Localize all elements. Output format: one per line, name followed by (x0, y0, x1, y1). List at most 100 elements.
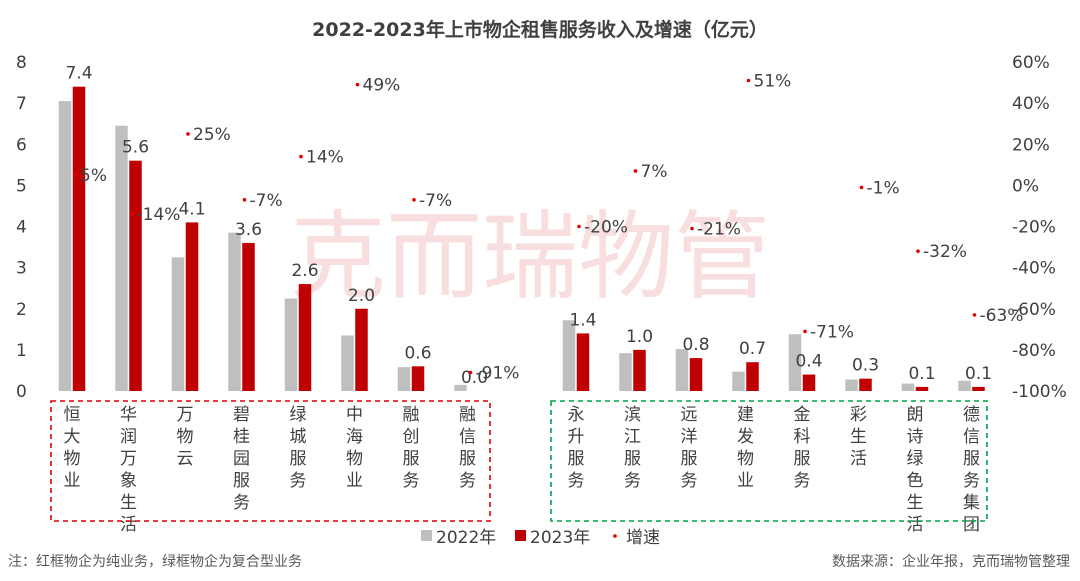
category-label: 金科服务 (794, 405, 811, 491)
value-label: 5.6 (122, 138, 149, 158)
growth-point (690, 226, 694, 231)
bar-2022 (397, 367, 411, 391)
category-label: 建发物业 (737, 405, 754, 491)
group-boxes (50, 400, 988, 522)
left-tick-label: 5 (16, 176, 27, 196)
right-tick-label: -20% (1012, 218, 1056, 238)
growth-label: -63% (980, 306, 1024, 326)
bar-2022 (562, 320, 576, 391)
growth-point (577, 224, 581, 229)
value-label: 7.4 (65, 64, 92, 84)
category-label: 融创服务 (403, 405, 420, 491)
right-tick-label: 40% (1012, 94, 1050, 114)
value-label: 0.4 (795, 352, 822, 372)
growth-point (412, 197, 416, 202)
chart-title: 2022-2023年上市物企租售服务收入及增速（亿元） (312, 18, 768, 41)
right-tick-label: -100% (1012, 382, 1067, 402)
category-label: 中海物业 (346, 405, 363, 491)
growth-point (746, 78, 751, 83)
category-label: 华润万象生活 (120, 405, 137, 535)
bar-2023 (633, 349, 646, 391)
growth-point (129, 212, 134, 216)
right-tick-label: -80% (1012, 341, 1056, 361)
bars (58, 86, 985, 392)
category-label: 永升服务 (568, 405, 585, 491)
value-label: 0.3 (852, 356, 879, 376)
growth-point (633, 169, 638, 173)
bar-2023 (972, 386, 985, 391)
value-label: 0.1 (908, 364, 935, 384)
growth-label: 51% (754, 72, 792, 92)
left-tick-label: 4 (16, 218, 27, 238)
bar-2022 (341, 335, 354, 391)
growth-label: -20% (584, 218, 628, 238)
growth-label: -91% (476, 363, 520, 383)
left-tick-label: 3 (16, 259, 27, 279)
right-tick-label: 20% (1012, 135, 1050, 155)
bar-2023 (859, 378, 872, 391)
growth-point (803, 329, 807, 334)
value-label: 2.6 (291, 261, 318, 281)
bar-2023 (802, 374, 816, 391)
bar-2023 (185, 222, 199, 391)
bar-2022 (284, 298, 298, 391)
footer-source: 数据来源：企业年报，克而瑞物管整理 (832, 553, 1070, 570)
growth-label: -7% (250, 191, 283, 211)
growth-point (355, 82, 360, 87)
value-label: 2.0 (348, 286, 375, 306)
right-tick-label: -60% (1012, 300, 1056, 320)
right-tick-label: 60% (1012, 53, 1050, 73)
bar-2022 (958, 380, 971, 391)
watermark: 克而瑞物管 (290, 201, 770, 313)
bar-2022 (788, 334, 802, 391)
left-tick-label: 0 (16, 382, 27, 402)
left-axis: 0 1 2 3 4 5 6 7 8 (16, 53, 27, 402)
bar-2022 (228, 232, 241, 391)
category-label: 融信服务 (459, 405, 476, 491)
category-label: 绿城服务 (290, 405, 307, 491)
green-group-box (550, 400, 988, 522)
bar-2023 (242, 242, 255, 391)
bar-2022 (845, 379, 858, 391)
growth-point (916, 249, 920, 253)
value-label: 0.0 (461, 368, 488, 388)
bar-2023 (689, 358, 703, 391)
legend-label-2023: 2023年 (530, 528, 590, 548)
bar-2022 (675, 349, 689, 391)
left-tick-label: 2 (16, 300, 27, 320)
growth-label: 49% (363, 76, 401, 96)
growth-label: 5% (80, 166, 107, 186)
growth-label: 25% (193, 125, 231, 145)
category-label: 远洋服务 (681, 405, 698, 491)
category-label: 恒大物业 (64, 405, 81, 491)
growth-label: -7% (419, 191, 452, 211)
growth-point (972, 313, 977, 317)
bar-2022 (58, 101, 72, 391)
bar-2023 (355, 308, 368, 391)
category-label: 碧桂园服务 (233, 405, 250, 513)
growth-point (242, 197, 247, 202)
bar-2022 (732, 371, 745, 391)
growth-point (186, 132, 190, 136)
value-label: 3.6 (235, 220, 262, 240)
left-tick-label: 7 (16, 94, 27, 114)
right-tick-label: -40% (1012, 259, 1056, 279)
right-axis: -100% -80% -60% -40% -20% 0% 20% 40% 60% (1012, 53, 1067, 402)
left-tick-label: 6 (16, 135, 27, 155)
legend-label-growth: 增速 (626, 528, 660, 548)
growth-point (468, 370, 473, 375)
bar-2023 (576, 333, 590, 391)
legend-swatch-2022 (421, 530, 432, 541)
footer-note: 注：红框物企为纯业务，绿框物企为复合型业务 (8, 553, 302, 570)
value-label: 0.7 (739, 339, 766, 359)
bar-2023 (72, 86, 86, 392)
bar-2023 (915, 386, 929, 391)
bar-2023 (298, 284, 312, 391)
bar-2023 (746, 362, 759, 391)
growth-label: 14% (306, 148, 344, 168)
bar-2022 (619, 353, 632, 391)
growth-labels: 5% -14% 25% -7% 14% 49% -7% -91% -20% 7% -21% 51% -7… (80, 72, 1023, 384)
category-label: 彩生活 (850, 405, 867, 469)
growth-label: -1% (867, 178, 900, 198)
